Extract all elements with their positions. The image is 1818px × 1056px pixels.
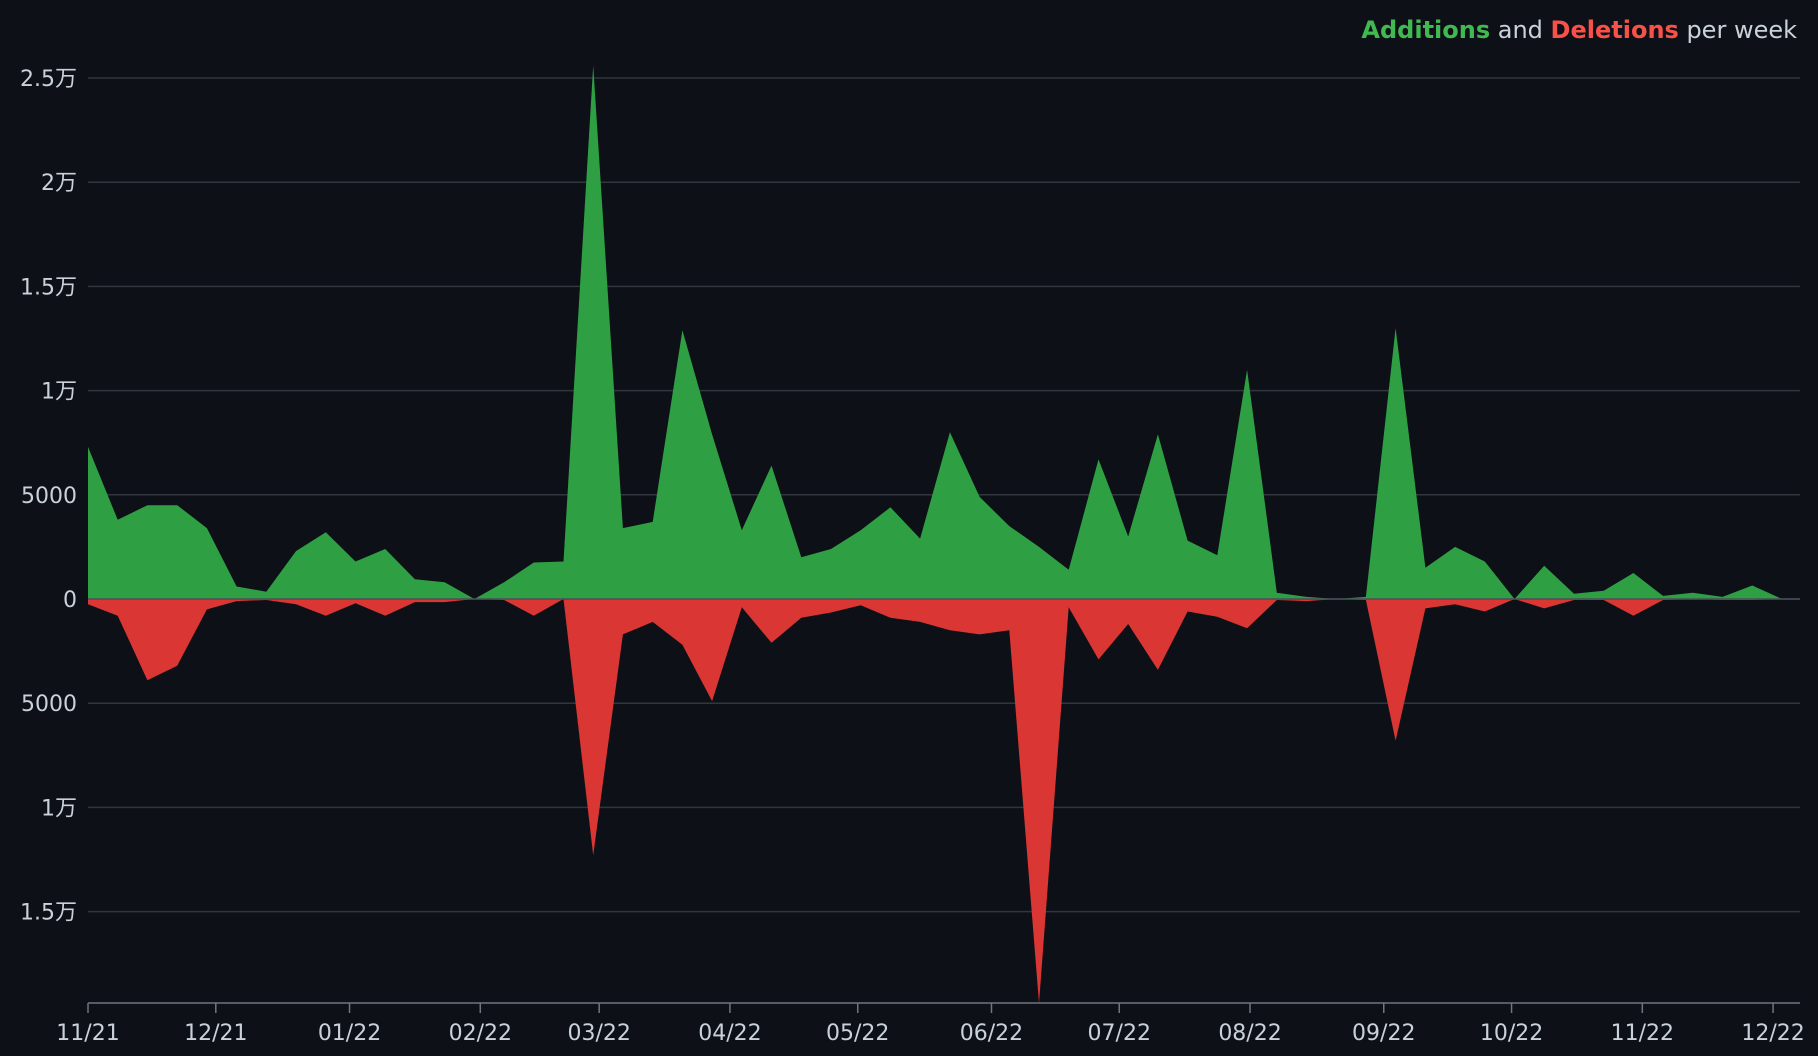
x-tick-label: 07/22 [1088,1021,1151,1046]
x-tick-label: 12/21 [184,1021,247,1046]
y-tick-label: 5000 [21,692,77,717]
additions-area [88,65,1782,599]
legend-text: and [1490,16,1550,44]
y-axis: 2.5万 2万 1.5万 1万 5000 0 5000 1万 1.5万 [20,67,77,926]
x-tick-label: 11/22 [1611,1021,1674,1046]
legend-text: per week [1679,16,1797,44]
y-tick-label: 1.5万 [20,275,77,300]
y-tick-label: 1万 [41,380,77,405]
x-tick-label: 01/22 [318,1021,381,1046]
x-tick-label: 06/22 [960,1021,1023,1046]
y-tick-label: 2.5万 [20,67,77,92]
x-tick-label: 05/22 [826,1021,889,1046]
y-tick-label: 0 [63,588,77,613]
y-tick-label: 1万 [41,796,77,821]
legend: Additions and Deletions per week [1361,16,1797,44]
deletions-area [88,599,1782,1004]
x-tick-label: 03/22 [567,1021,630,1046]
x-tick-label: 11/21 [56,1021,119,1046]
x-axis: 11/21 12/21 01/22 02/22 03/22 04/22 05/22 06/22… [56,1002,1805,1046]
x-tick-label: 09/22 [1352,1021,1415,1046]
x-tick-label: 08/22 [1218,1021,1281,1046]
y-tick-label: 1.5万 [20,901,77,926]
x-tick-label: 10/22 [1480,1021,1543,1046]
area-series [88,65,1800,1004]
x-tick-label: 04/22 [698,1021,761,1046]
x-tick-label: 12/22 [1741,1021,1804,1046]
legend-deletions: Deletions [1551,16,1679,44]
x-tick-label: 02/22 [449,1021,512,1046]
y-tick-label: 5000 [21,484,77,509]
y-tick-label: 2万 [41,171,77,196]
legend-additions: Additions [1361,16,1490,44]
